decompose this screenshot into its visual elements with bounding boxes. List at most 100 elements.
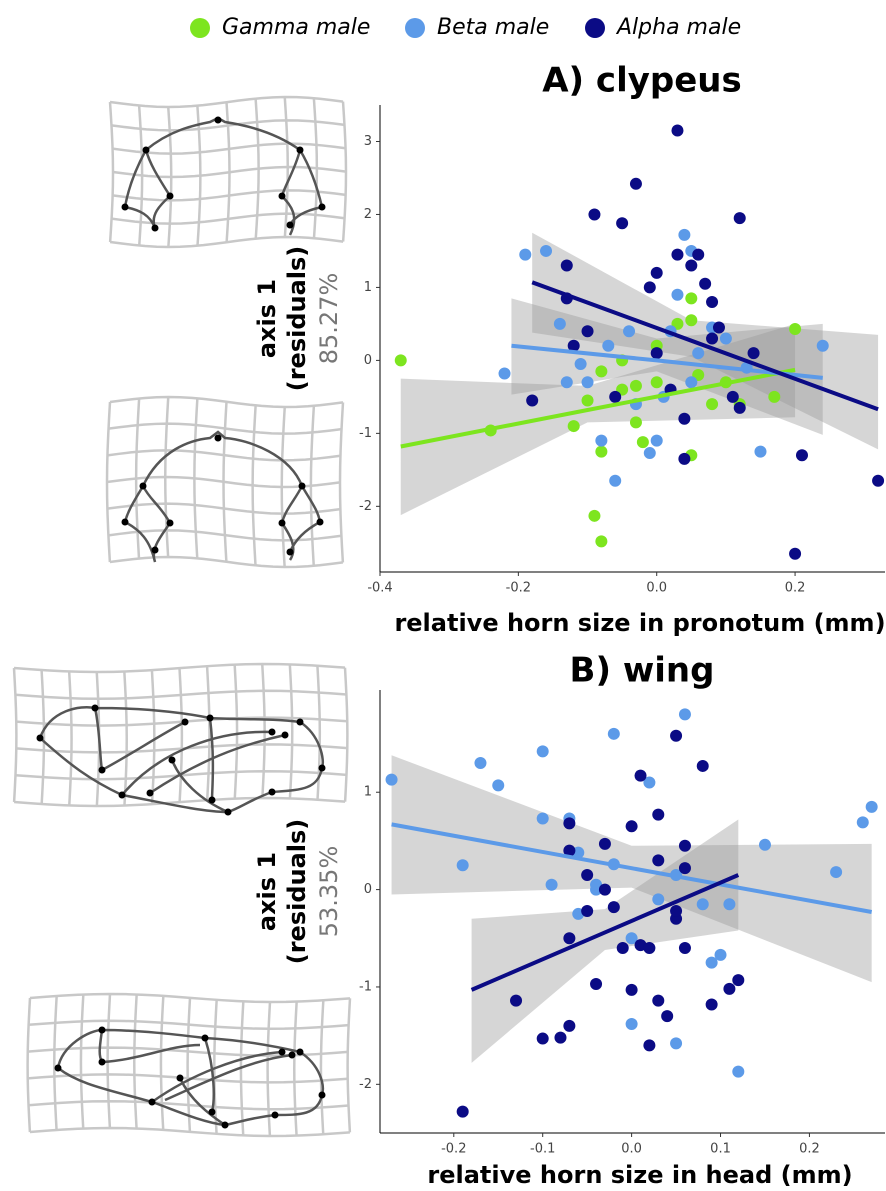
deformation-grid — [107, 397, 343, 567]
y-tick-label: 2 — [364, 207, 372, 222]
landmark — [319, 1092, 326, 1099]
point — [537, 1033, 549, 1045]
point — [608, 901, 620, 913]
landmark — [279, 520, 286, 527]
point — [697, 898, 709, 910]
point — [575, 358, 587, 370]
x-tick-label: -0.4 — [367, 581, 392, 596]
point — [581, 869, 593, 881]
legend-marker — [405, 18, 425, 38]
point — [796, 449, 808, 461]
figure: Gamma maleBeta maleAlpha maleA) clypeusr… — [0, 0, 886, 1191]
point — [540, 245, 552, 257]
point — [630, 416, 642, 428]
point — [727, 391, 739, 403]
grid-line-deco — [54, 996, 56, 1130]
point — [595, 435, 607, 447]
point — [581, 905, 593, 917]
y-tick-label: 1 — [364, 280, 372, 295]
point — [723, 983, 735, 995]
point — [830, 866, 842, 878]
point — [706, 398, 718, 410]
landmark — [119, 792, 126, 799]
point — [644, 447, 656, 459]
point — [563, 817, 575, 829]
landmark — [169, 757, 176, 764]
point — [590, 978, 602, 990]
chart-title: A) clypeus — [542, 61, 742, 101]
grid-line-deco — [110, 102, 113, 242]
y-axis-label: (residuals) — [283, 819, 311, 965]
landmark — [287, 549, 294, 556]
landmark — [297, 1049, 304, 1056]
point — [588, 510, 600, 522]
point — [599, 884, 611, 896]
grid-line-deco — [152, 670, 154, 804]
point — [679, 708, 691, 720]
point — [644, 281, 656, 293]
landmark — [99, 1059, 106, 1066]
point — [678, 413, 690, 425]
legend-label: Alpha male — [615, 15, 741, 40]
point — [457, 1106, 469, 1118]
x-tick-label: 0.0 — [621, 1142, 642, 1157]
point — [671, 125, 683, 137]
y-tick-label: -1 — [359, 979, 372, 994]
point — [526, 395, 538, 407]
point — [386, 774, 398, 786]
y-axis-label: axis 1 — [253, 279, 281, 358]
point — [608, 728, 620, 740]
deformation-grid — [14, 664, 347, 806]
chart-title: B) wing — [570, 651, 715, 691]
x-tick-label: -0.1 — [530, 1142, 555, 1157]
point — [679, 942, 691, 954]
point — [652, 995, 664, 1007]
landmark — [269, 729, 276, 736]
point — [789, 323, 801, 335]
y-tick-label: -1 — [359, 426, 372, 441]
point — [706, 296, 718, 308]
point — [554, 1032, 566, 1044]
grid-line-deco — [134, 994, 136, 1128]
x-axis-label: relative horn size in pronotum (mm) — [394, 609, 885, 637]
point — [561, 376, 573, 388]
landmark — [99, 1027, 106, 1034]
landmark — [317, 519, 324, 526]
landmark — [167, 520, 174, 527]
landmark — [287, 222, 294, 229]
landmark — [122, 204, 129, 211]
x-tick-label: 0.2 — [785, 581, 806, 596]
grid-line-deco — [188, 998, 190, 1132]
grid-line-deco — [235, 665, 237, 799]
point — [872, 475, 884, 487]
legend-marker — [585, 18, 605, 38]
point — [732, 974, 744, 986]
point — [395, 354, 407, 366]
point — [626, 984, 638, 996]
point — [692, 249, 704, 261]
point — [651, 435, 663, 447]
point — [537, 745, 549, 757]
point — [595, 365, 607, 377]
point — [652, 893, 664, 905]
point — [866, 801, 878, 813]
y-tick-label: -2 — [359, 1077, 372, 1092]
point — [561, 260, 573, 272]
point — [685, 314, 697, 326]
point — [679, 840, 691, 852]
point — [685, 260, 697, 272]
point — [563, 932, 575, 944]
legend-label: Beta male — [437, 15, 549, 40]
point — [537, 813, 549, 825]
point — [723, 898, 735, 910]
variance-label: 53.35% — [315, 846, 343, 938]
point — [720, 333, 732, 345]
point — [630, 178, 642, 190]
y-axis-label: (residuals) — [283, 246, 311, 392]
grid-line-deco — [340, 402, 343, 562]
point — [678, 453, 690, 465]
x-tick-label: 0.0 — [646, 581, 667, 596]
point — [609, 475, 621, 487]
landmark — [99, 767, 106, 774]
point — [697, 760, 709, 772]
